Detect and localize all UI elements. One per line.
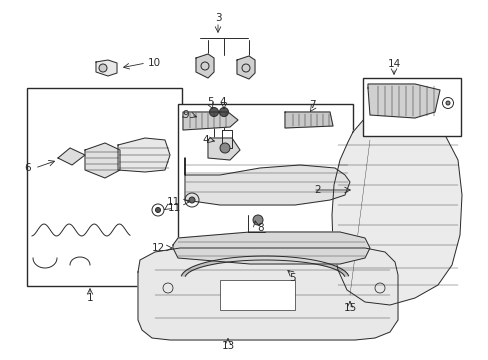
Polygon shape	[237, 56, 254, 79]
Circle shape	[445, 101, 449, 105]
Circle shape	[220, 143, 229, 153]
Text: 13: 13	[221, 341, 234, 351]
Circle shape	[209, 108, 218, 117]
Text: 8: 8	[257, 223, 263, 233]
Polygon shape	[173, 232, 369, 264]
Text: 5: 5	[207, 97, 214, 107]
Text: 2: 2	[313, 185, 320, 195]
Bar	[178, 104, 352, 282]
Circle shape	[252, 215, 263, 225]
Circle shape	[219, 108, 228, 117]
Polygon shape	[184, 158, 349, 205]
Text: 11: 11	[166, 197, 180, 207]
Polygon shape	[285, 112, 332, 128]
Text: 1: 1	[86, 293, 93, 303]
Circle shape	[155, 207, 160, 212]
Text: 5: 5	[288, 273, 295, 283]
Polygon shape	[96, 60, 117, 76]
Text: 6: 6	[24, 163, 31, 173]
Polygon shape	[196, 54, 214, 78]
Polygon shape	[331, 112, 461, 305]
Text: 14: 14	[386, 59, 400, 69]
Polygon shape	[207, 138, 240, 160]
Bar	[27, 88, 182, 286]
Polygon shape	[85, 143, 120, 178]
Bar	[362, 78, 460, 136]
Text: 7: 7	[308, 100, 315, 110]
Text: 12: 12	[151, 243, 164, 253]
Text: 9: 9	[182, 110, 188, 120]
Polygon shape	[181, 256, 348, 276]
Circle shape	[189, 197, 195, 203]
Text: 15: 15	[343, 303, 356, 313]
Polygon shape	[118, 138, 170, 172]
Polygon shape	[138, 248, 397, 340]
Bar	[220, 280, 294, 310]
Text: 4: 4	[202, 135, 208, 145]
Polygon shape	[183, 112, 238, 130]
Text: 4: 4	[219, 97, 226, 107]
Text: 11: 11	[168, 203, 181, 213]
Polygon shape	[367, 84, 439, 118]
Text: 10: 10	[148, 58, 161, 68]
Circle shape	[99, 64, 107, 72]
Polygon shape	[58, 148, 85, 165]
Text: 3: 3	[214, 13, 221, 23]
